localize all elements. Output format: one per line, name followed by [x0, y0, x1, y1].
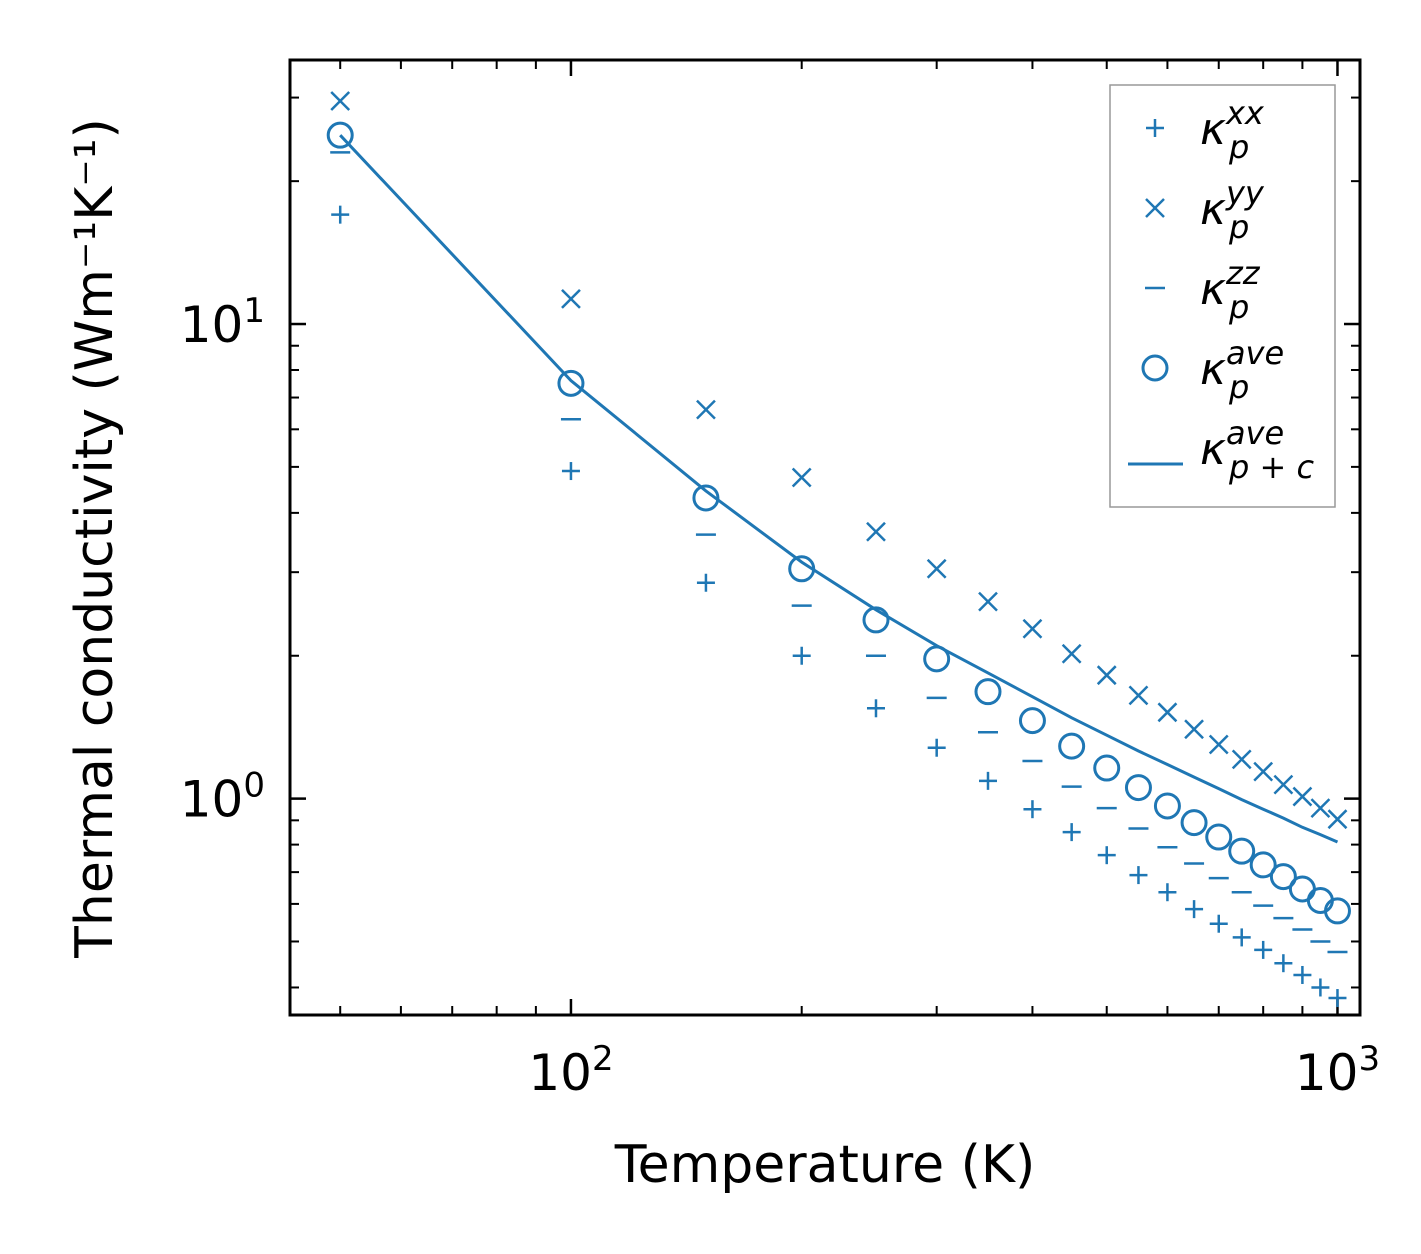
- legend-item-kappa_p_zz: κzz p: [1145, 254, 1261, 326]
- data-point: [1288, 875, 1316, 903]
- data-point: [326, 121, 354, 149]
- data-point: [1269, 863, 1297, 891]
- data-point: [866, 521, 886, 542]
- data-point: [1328, 989, 1347, 1008]
- data-point: [561, 462, 580, 481]
- axis-tick-labels: 102 103 100 101: [180, 291, 1380, 1102]
- data-point: [974, 678, 1002, 706]
- data-point: [1058, 732, 1086, 760]
- series-line: [339, 134, 1339, 844]
- data-point: [926, 558, 947, 579]
- data-point: [1184, 719, 1204, 740]
- data-point: [1180, 809, 1208, 837]
- data-point: [1023, 800, 1042, 819]
- legend-item-kappa_p_ave: κave p: [1141, 334, 1284, 406]
- data-point: [1158, 883, 1177, 902]
- data-point: [862, 606, 890, 634]
- data-point: [1185, 900, 1204, 919]
- legend-marker: [1141, 354, 1169, 382]
- legend-label: κave p: [1200, 334, 1284, 406]
- plot-frame: [288, 58, 1362, 1017]
- data-point: [1311, 978, 1330, 997]
- data-point: [1306, 886, 1334, 914]
- data-point: [978, 771, 997, 790]
- data-point: [1273, 774, 1294, 795]
- data-point: [1327, 809, 1348, 830]
- data-point: [1310, 798, 1331, 818]
- data-point: [1128, 685, 1149, 706]
- data-point: [1209, 914, 1228, 933]
- data-point: [1061, 643, 1082, 664]
- data-point: [1274, 954, 1293, 973]
- data-point: [1254, 940, 1273, 959]
- y-axis-label: Thermal conductivity (Wm⁻¹K⁻¹): [65, 118, 125, 959]
- data-point: [1293, 965, 1312, 984]
- data-series: [326, 91, 1351, 1008]
- data-point: [330, 91, 351, 111]
- data-point: [978, 591, 998, 612]
- data-point: [1292, 786, 1313, 807]
- data-point: [792, 646, 811, 665]
- legend-item-kappa_pc_ave: κave p + c: [1128, 414, 1314, 486]
- data-point: [561, 288, 581, 309]
- data-point: [1097, 846, 1116, 865]
- data-point: [1124, 774, 1152, 802]
- data-point: [1231, 749, 1252, 770]
- data-point: [1018, 707, 1046, 735]
- legend-box: [1109, 84, 1336, 508]
- legend: κxx p κyy p κzz p κave p κave p + c: [1109, 84, 1336, 508]
- data-point: [866, 699, 885, 718]
- legend-item-kappa_p_xx: κxx p: [1146, 94, 1265, 166]
- legend-item-kappa_p_yy: κyy p: [1145, 174, 1265, 246]
- x-axis-label: Temperature (K): [614, 1135, 1036, 1195]
- y-tick-label: 100: [180, 766, 265, 829]
- series-kappa_p_ave: [326, 121, 1351, 925]
- data-point: [1208, 734, 1229, 755]
- y-tick-label: 101: [180, 291, 265, 354]
- series-kappa_p_zz: [330, 151, 1348, 954]
- legend-label: κyy p: [1200, 174, 1265, 246]
- data-point: [1228, 837, 1256, 865]
- data-point: [1249, 851, 1277, 879]
- legend-label: κzz p: [1200, 254, 1261, 326]
- series-kappa_p_xx: [331, 205, 1347, 1008]
- data-point: [696, 573, 715, 592]
- x-tick-label: 102: [528, 1039, 613, 1102]
- data-point: [1157, 702, 1178, 723]
- series-kappa_p_yy: [330, 91, 1348, 830]
- legend-marker: [1145, 198, 1165, 218]
- data-point: [1232, 928, 1251, 947]
- data-point: [1323, 897, 1351, 925]
- data-point: [331, 205, 350, 224]
- data-point: [1253, 761, 1274, 782]
- series-kappa_pc_ave: [339, 134, 1339, 844]
- legend-marker: [1146, 119, 1164, 137]
- data-point: [927, 738, 946, 757]
- data-point: [1062, 823, 1081, 842]
- legend-label: κave p + c: [1200, 414, 1314, 486]
- data-point: [1129, 866, 1148, 885]
- data-point: [1096, 665, 1117, 686]
- data-point: [696, 399, 716, 420]
- data-point: [1153, 792, 1181, 820]
- data-point: [1205, 823, 1233, 851]
- legend-label: κxx p: [1200, 94, 1265, 166]
- x-tick-label: 103: [1295, 1039, 1380, 1102]
- data-point: [1022, 618, 1043, 639]
- data-point: [791, 467, 812, 488]
- data-point: [1093, 754, 1121, 782]
- data-point: [557, 369, 585, 397]
